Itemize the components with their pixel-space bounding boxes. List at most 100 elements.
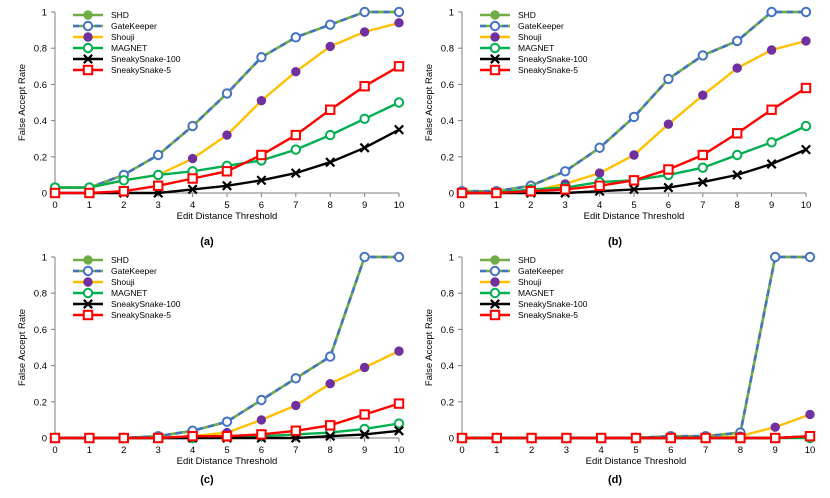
y-tick-label: 0.2: [34, 152, 47, 163]
x-tick-label: 0: [459, 445, 464, 456]
marker-SneakySnake-100: [187, 184, 198, 195]
panel-label-a: (a): [200, 236, 214, 248]
marker-GateKeeper: [82, 20, 94, 32]
marker-SneakySnake-5: [560, 184, 571, 195]
marker-SneakySnake-100: [697, 177, 708, 188]
marker-stroke: [83, 54, 93, 64]
marker-SneakySnake-5: [82, 309, 94, 321]
legend-item-SneakySnake-100: SneakySnake-100: [73, 54, 181, 64]
legend-label: SneakySnake-100: [518, 299, 588, 309]
marker-SneakySnake-5: [118, 185, 129, 197]
marker-SneakySnake-100: [394, 124, 404, 135]
series-SneakySnake-5: [456, 430, 816, 444]
x-tick-label: 7: [293, 445, 298, 456]
x-tick-label: 9: [362, 445, 367, 456]
marker-SneakySnake-5: [697, 149, 708, 161]
x-tick-label: 2: [528, 200, 533, 211]
marker-SneakySnake-5: [256, 149, 267, 161]
legend-item-SneakySnake-100: SneakySnake-100: [73, 299, 181, 309]
legend-label: Shouji: [111, 277, 135, 287]
legend-label: SneakySnake-100: [518, 54, 588, 64]
marker-SneakySnake-100: [290, 168, 301, 179]
marker-stroke: [187, 184, 198, 195]
x-tick-label: 5: [633, 445, 638, 456]
marker-stroke: [394, 425, 404, 436]
legend-label: GateKeeper: [518, 266, 564, 276]
marker-GateKeeper: [628, 111, 640, 123]
marker-stroke: [663, 182, 674, 193]
marker-GateKeeper: [290, 373, 301, 384]
panel-label-c: (c): [200, 474, 214, 486]
marker-stroke: [290, 168, 301, 179]
marker-Shouji: [83, 32, 93, 42]
y-tick-label: 0.6: [34, 80, 47, 91]
y-tick-label: 0.4: [441, 361, 454, 372]
legend-item-GateKeeper: GateKeeper: [73, 20, 157, 32]
marker-GateKeeper: [560, 166, 571, 177]
marker-Shouji: [394, 18, 404, 28]
marker-SHD: [490, 255, 500, 265]
marker-GateKeeper: [359, 251, 370, 263]
y-tick-label: 0: [449, 189, 454, 200]
x-tick-label: 10: [801, 200, 812, 211]
x-tick-label: 0: [459, 200, 464, 211]
marker-Shouji: [359, 362, 370, 373]
marker-stroke: [325, 157, 336, 168]
marker-SneakySnake-100: [325, 431, 336, 442]
legend-item-Shouji: Shouji: [73, 277, 135, 287]
marker-GateKeeper: [221, 88, 233, 99]
marker-Shouji: [291, 400, 301, 411]
y-tick-label: 0.4: [441, 116, 454, 127]
legend-label: SneakySnake-100: [111, 299, 181, 309]
marker-SneakySnake-100: [490, 299, 500, 309]
marker-Shouji: [594, 168, 605, 178]
legend-label: SHD: [518, 255, 536, 265]
marker-SneakySnake-5: [491, 432, 503, 444]
marker-SneakySnake-5: [359, 409, 370, 420]
legend-item-SHD: SHD: [73, 10, 129, 20]
x-tick-label: 5: [224, 200, 229, 211]
x-tick-label: 4: [190, 200, 195, 211]
panel-label-d: (d): [608, 474, 622, 486]
x-tick-label: 7: [700, 200, 705, 211]
marker-SneakySnake-5: [596, 432, 607, 444]
marker-GateKeeper: [153, 149, 164, 161]
marker-SneakySnake-100: [801, 144, 811, 155]
marker-MAGNET: [393, 97, 405, 108]
legend-item-SHD: SHD: [480, 10, 536, 20]
x-tick-label: 8: [328, 445, 333, 456]
marker-Shouji: [766, 45, 777, 55]
legend-label: GateKeeper: [518, 21, 564, 31]
legend-item-SHD: SHD: [480, 255, 536, 265]
marker-SneakySnake-5: [491, 187, 502, 199]
y-tick-label: 1: [449, 8, 454, 19]
series-GateKeeper: [456, 251, 816, 444]
legend-item-MAGNET: MAGNET: [480, 287, 554, 299]
legend-item-GateKeeper: GateKeeper: [73, 265, 157, 276]
x-tick-label: 3: [156, 445, 161, 456]
marker-SneakySnake-5: [325, 104, 336, 115]
y-tick-label: 0.8: [441, 44, 454, 55]
legend-label: SHD: [111, 255, 129, 265]
series-line-GateKeeper: [462, 10, 806, 193]
x-tick-label: 1: [494, 445, 499, 456]
marker-Shouji: [222, 130, 232, 140]
y-tick-label: 0: [449, 434, 454, 445]
series-SHD: [50, 252, 404, 443]
x-tick-label: 5: [224, 445, 229, 456]
marker-MAGNET: [489, 287, 501, 299]
legend-label: SneakySnake-5: [111, 310, 171, 320]
marker-SneakySnake-5: [525, 185, 536, 197]
x-tick-label: 8: [328, 200, 333, 211]
legend: SHDGateKeeperShoujiMAGNETSneakySnake-100…: [73, 10, 181, 76]
x-tick-label: 0: [52, 200, 57, 211]
legend-item-SneakySnake-5: SneakySnake-5: [73, 64, 171, 76]
marker-GateKeeper: [221, 416, 233, 427]
legend-label: Shouji: [518, 277, 542, 287]
marker-SneakySnake-5: [187, 430, 198, 442]
x-tick-label: 6: [666, 200, 671, 211]
marker-GateKeeper: [325, 19, 336, 30]
x-tick-label: 7: [293, 200, 298, 211]
marker-SneakySnake-5: [561, 432, 572, 444]
